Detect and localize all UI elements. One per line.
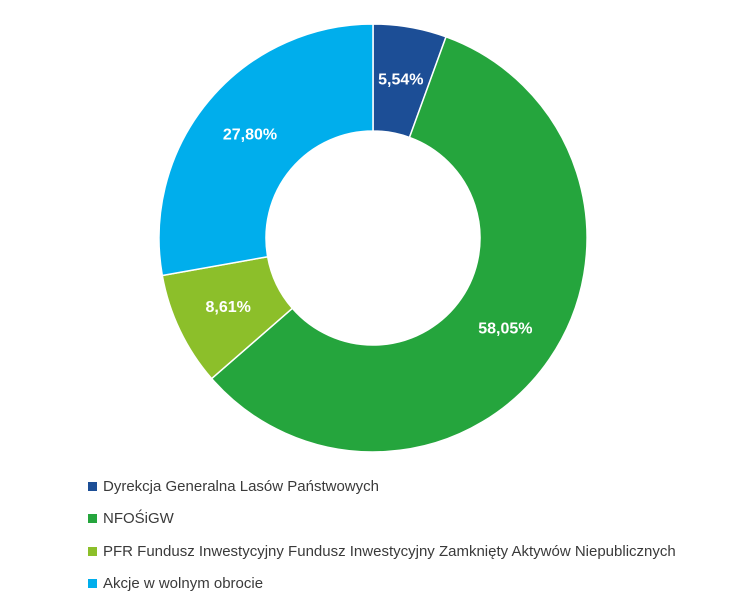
legend-label: Akcje w wolnym obrocie bbox=[103, 575, 263, 592]
legend-item-3: PFR Fundusz Inwestycyjny Fundusz Inwesty… bbox=[88, 535, 676, 568]
legend-item-4: Akcje w wolnym obrocie bbox=[88, 568, 676, 600]
chart-legend: Dyrekcja Generalna Lasów Państwowych NFOŚ… bbox=[88, 470, 676, 600]
slice-value-label-4: 27,80% bbox=[223, 126, 277, 143]
legend-label: NFOŚiGW bbox=[103, 510, 174, 527]
donut-slice-4 bbox=[159, 24, 373, 275]
legend-label: Dyrekcja Generalna Lasów Państwowych bbox=[103, 478, 379, 495]
legend-swatch bbox=[88, 547, 97, 556]
legend-item-1: Dyrekcja Generalna Lasów Państwowych bbox=[88, 470, 676, 503]
legend-label: PFR Fundusz Inwestycyjny Fundusz Inwesty… bbox=[103, 543, 676, 560]
donut-chart: 5,54% 58,05% 8,61% 27,80% bbox=[0, 0, 744, 460]
legend-item-2: NFOŚiGW bbox=[88, 503, 676, 536]
slice-value-label-3: 8,61% bbox=[206, 299, 251, 316]
legend-swatch bbox=[88, 514, 97, 523]
slice-value-label-1: 5,54% bbox=[378, 71, 423, 88]
legend-swatch bbox=[88, 482, 97, 491]
slice-value-label-2: 58,05% bbox=[478, 320, 532, 337]
legend-swatch bbox=[88, 579, 97, 588]
